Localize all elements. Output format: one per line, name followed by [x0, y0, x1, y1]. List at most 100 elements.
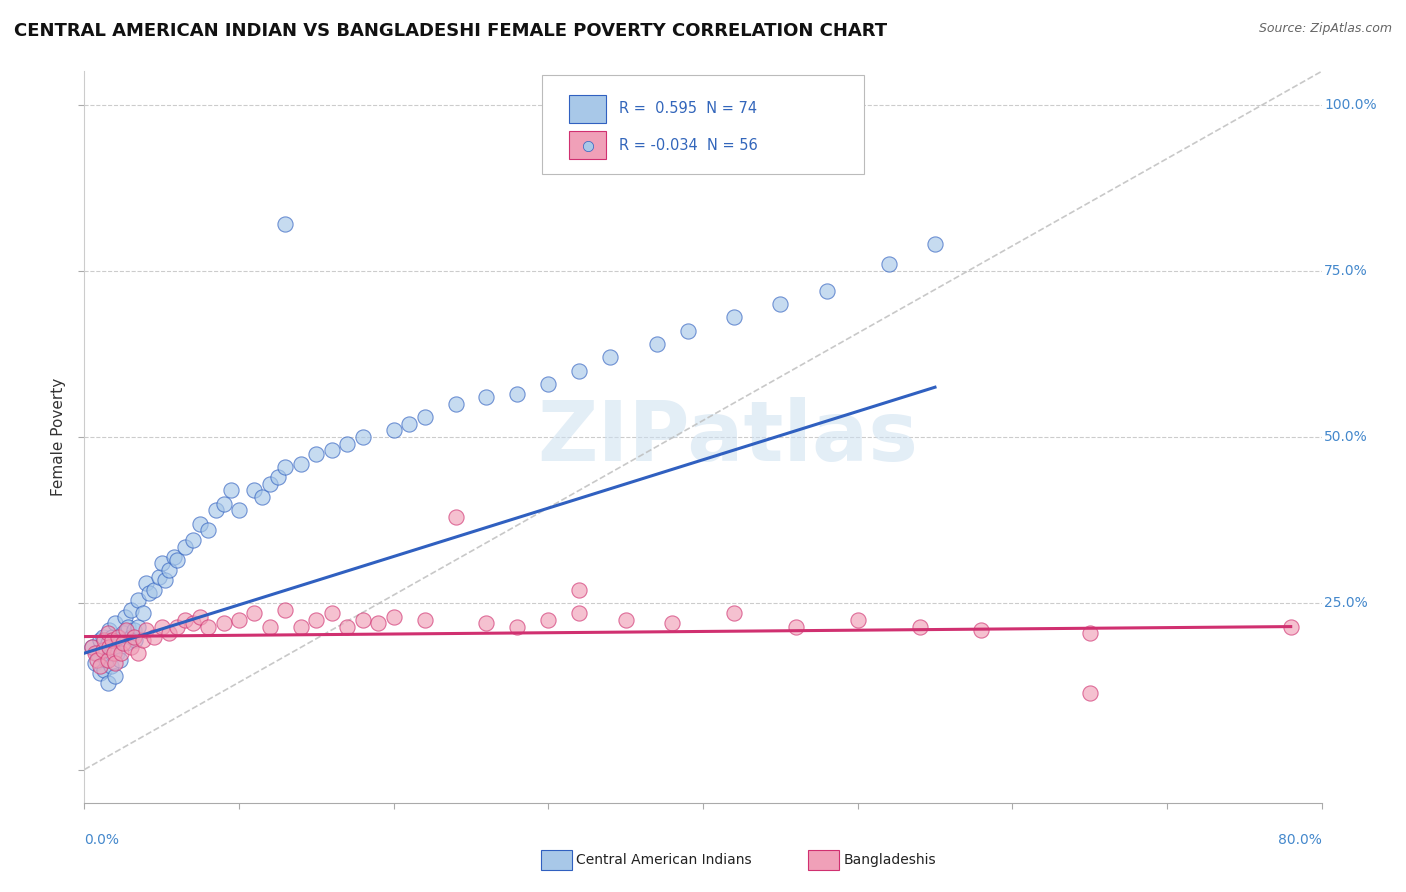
Point — [568, 582, 591, 597]
Point — [107, 630, 129, 644]
Point — [82, 640, 104, 654]
Point — [104, 616, 127, 631]
Point — [89, 632, 111, 647]
Point — [89, 659, 111, 673]
Point — [924, 237, 946, 252]
Point — [444, 509, 467, 524]
Text: R =  0.595  N = 74: R = 0.595 N = 74 — [619, 101, 756, 116]
Point — [321, 607, 343, 621]
Point — [219, 483, 242, 498]
Point — [1078, 626, 1101, 640]
Point — [382, 609, 405, 624]
Point — [267, 470, 290, 484]
Point — [84, 656, 107, 670]
Text: ZIPatlas: ZIPatlas — [537, 397, 918, 477]
Text: 100.0%: 100.0% — [1324, 97, 1376, 112]
Point — [82, 640, 104, 654]
Text: CENTRAL AMERICAN INDIAN VS BANGLADESHI FEMALE POVERTY CORRELATION CHART: CENTRAL AMERICAN INDIAN VS BANGLADESHI F… — [14, 22, 887, 40]
Point — [846, 613, 869, 627]
Point — [413, 410, 436, 425]
Point — [723, 310, 745, 325]
Text: Bangladeshis: Bangladeshis — [844, 853, 936, 867]
Point — [148, 570, 170, 584]
Point — [86, 646, 108, 660]
Point — [568, 607, 591, 621]
Point — [132, 632, 155, 647]
Point — [96, 653, 118, 667]
Point — [115, 636, 138, 650]
Bar — [569, 131, 606, 159]
Point — [274, 603, 297, 617]
Point — [166, 553, 188, 567]
Point — [115, 623, 138, 637]
Point — [475, 390, 498, 404]
Point — [382, 424, 405, 438]
Point — [259, 476, 281, 491]
Point — [769, 297, 792, 311]
Point — [159, 626, 180, 640]
Point — [908, 619, 931, 633]
Point — [101, 646, 124, 660]
Point — [305, 613, 328, 627]
Point — [143, 582, 166, 597]
Point — [212, 616, 235, 631]
Point — [150, 557, 173, 571]
Point — [614, 613, 637, 627]
Point — [352, 613, 374, 627]
Point — [94, 653, 117, 667]
Bar — [569, 95, 606, 122]
Point — [259, 619, 281, 633]
Point — [197, 523, 219, 537]
Point — [250, 490, 273, 504]
Point — [150, 619, 173, 633]
Text: 50.0%: 50.0% — [1324, 430, 1368, 444]
Point — [103, 646, 125, 660]
Point — [105, 646, 128, 660]
Point — [188, 516, 211, 531]
Point — [104, 669, 127, 683]
Point — [188, 609, 211, 624]
Point — [305, 447, 328, 461]
Point — [243, 483, 266, 498]
Point — [127, 593, 149, 607]
Point — [197, 619, 219, 633]
Point — [135, 623, 157, 637]
Point — [599, 351, 621, 365]
Point — [135, 576, 157, 591]
Point — [98, 623, 121, 637]
Point — [506, 619, 529, 633]
Point — [112, 626, 135, 640]
Point — [274, 460, 297, 475]
Point — [970, 623, 993, 637]
Point — [321, 443, 343, 458]
Point — [153, 573, 176, 587]
Point — [475, 616, 498, 631]
Text: Central American Indians: Central American Indians — [576, 853, 752, 867]
Point — [336, 436, 359, 450]
Point — [676, 324, 699, 338]
Point — [723, 607, 745, 621]
Point — [93, 663, 115, 677]
Point — [120, 603, 142, 617]
Point — [124, 632, 146, 647]
Text: R = -0.034  N = 56: R = -0.034 N = 56 — [619, 137, 758, 153]
Point — [127, 619, 149, 633]
Point — [537, 613, 560, 627]
Point — [228, 613, 250, 627]
Point — [645, 337, 668, 351]
Point — [101, 630, 124, 644]
Point — [785, 619, 807, 633]
Point — [132, 607, 155, 621]
Point — [84, 646, 107, 660]
Point — [101, 632, 124, 647]
Point — [174, 613, 197, 627]
Point — [174, 540, 197, 554]
Point — [815, 284, 838, 298]
Point — [100, 659, 122, 673]
Point — [274, 217, 297, 231]
Point — [120, 640, 142, 654]
Point — [568, 363, 591, 377]
Text: 0.0%: 0.0% — [84, 833, 120, 847]
Point — [444, 397, 467, 411]
Text: 80.0%: 80.0% — [1278, 833, 1322, 847]
